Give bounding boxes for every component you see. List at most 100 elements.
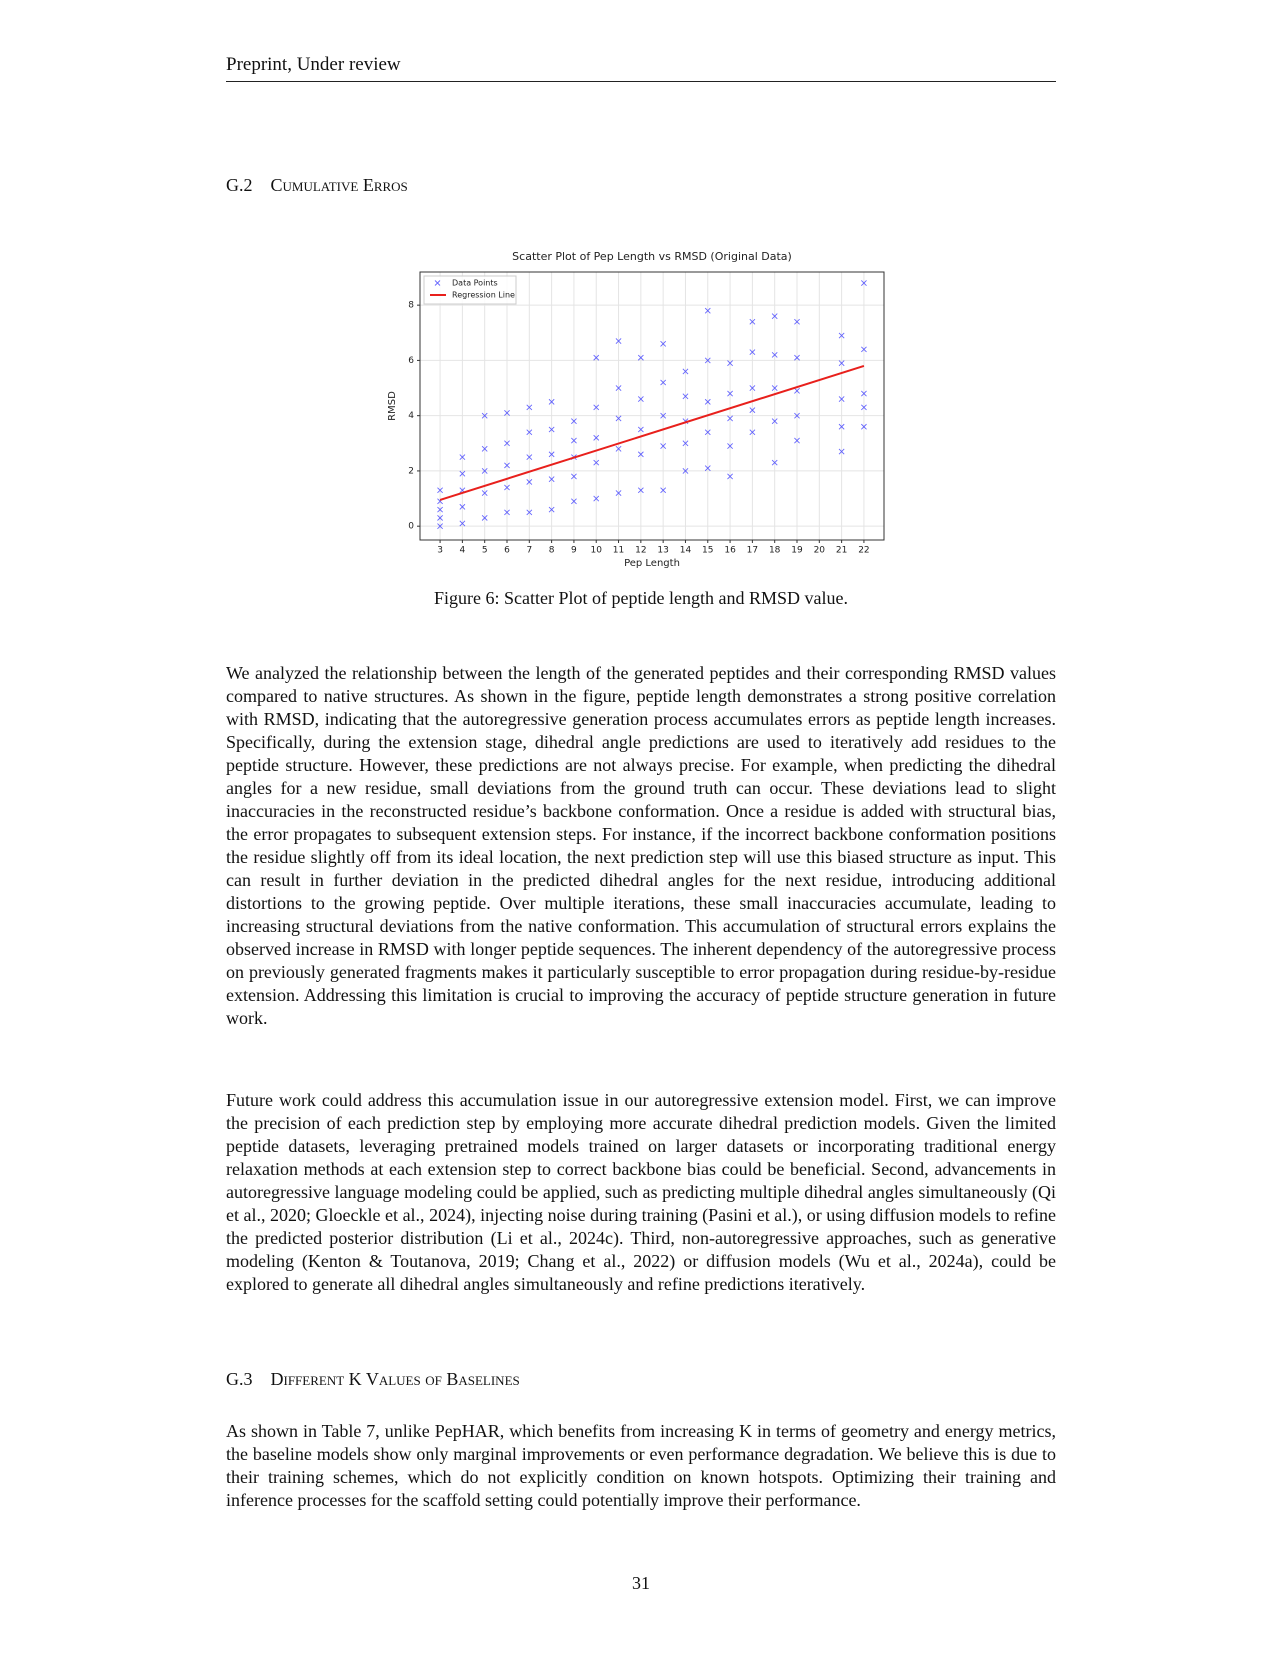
- data-point: [771, 351, 778, 358]
- x-tick-label: 21: [836, 546, 847, 556]
- y-tick-label: 2: [408, 466, 414, 476]
- data-point: [749, 429, 756, 436]
- data-point: [637, 396, 644, 403]
- x-tick-label: 4: [460, 546, 466, 556]
- data-point: [504, 509, 510, 516]
- data-point: [727, 360, 733, 367]
- paragraph: As shown in Table 7, unlike PepHAR, whic…: [226, 1421, 1056, 1510]
- x-tick-label: 7: [526, 546, 532, 556]
- data-point: [548, 476, 555, 483]
- data-point: [704, 429, 711, 436]
- x-tick-label: 12: [635, 546, 646, 556]
- data-point: [548, 451, 555, 458]
- chart-title: Scatter Plot of Pep Length vs RMSD (Orig…: [512, 250, 792, 263]
- regression-line: [439, 364, 865, 501]
- data-point: [682, 468, 689, 474]
- data-point: [704, 307, 711, 314]
- data-point: [771, 313, 778, 320]
- y-axis-label: RMSD: [387, 391, 398, 421]
- x-tick-label: 18: [769, 546, 781, 556]
- section-heading: G.2 Cumulative Erros: [226, 175, 408, 196]
- data-point: [771, 459, 778, 466]
- data-point: [727, 473, 733, 480]
- data-point: [749, 407, 756, 414]
- data-point: [437, 487, 443, 494]
- data-point: [704, 465, 711, 472]
- data-point: [637, 451, 644, 458]
- legend-label: Data Points: [452, 279, 498, 288]
- x-tick-label: 11: [613, 546, 624, 556]
- y-tick-label: 0: [408, 522, 414, 532]
- legend-swatch: [434, 280, 441, 286]
- data-point: [571, 498, 577, 505]
- data-point: [861, 404, 867, 411]
- data-point: [548, 506, 555, 513]
- data-point: [548, 398, 555, 405]
- figure-caption: Figure 6: Scatter Plot of peptide length…: [434, 588, 848, 608]
- data-point: [749, 318, 756, 325]
- data-point: [794, 354, 800, 361]
- section-number: G.2: [226, 175, 253, 195]
- x-tick-label: 9: [571, 546, 577, 556]
- data-point: [771, 418, 778, 425]
- data-point: [526, 429, 533, 436]
- data-point: [526, 509, 533, 516]
- data-point: [704, 398, 711, 405]
- data-point: [861, 280, 867, 286]
- plot-frame: [419, 271, 885, 541]
- data-point: [660, 340, 667, 347]
- data-point: [838, 396, 845, 403]
- data-point: [593, 459, 600, 466]
- data-point: [637, 426, 644, 433]
- data-point: [437, 523, 443, 530]
- data-point: [459, 454, 466, 461]
- data-point: [571, 473, 577, 480]
- data-point: [727, 443, 733, 449]
- data-point: [481, 445, 488, 452]
- data-point: [459, 520, 466, 527]
- section-title: Cumulative Erros: [270, 175, 408, 195]
- x-axis-label: Pep Length: [624, 558, 680, 569]
- data-point: [682, 440, 689, 447]
- data-point: [838, 360, 845, 367]
- data-point: [637, 354, 644, 361]
- data-point: [571, 437, 577, 444]
- data-point: [481, 468, 488, 474]
- data-point: [682, 368, 689, 375]
- data-point: [504, 462, 510, 469]
- data-point: [838, 332, 845, 339]
- data-point: [571, 418, 577, 425]
- data-point: [794, 437, 800, 444]
- data-point: [794, 387, 800, 394]
- data-point: [437, 514, 443, 521]
- x-tick-label: 19: [791, 546, 803, 556]
- header-rule: [226, 81, 1056, 82]
- data-point: [548, 426, 555, 433]
- data-point: [660, 412, 667, 419]
- data-point: [727, 415, 733, 422]
- data-point: [526, 454, 533, 461]
- data-point: [861, 346, 867, 353]
- data-point: [593, 404, 600, 411]
- paragraph: We analyzed the relationship between the…: [226, 663, 1056, 1028]
- data-point: [437, 506, 443, 513]
- x-tick-label: 13: [657, 546, 668, 556]
- data-point: [504, 440, 510, 447]
- data-point: [615, 338, 622, 344]
- section-title: Different K Values of Baselines: [270, 1369, 520, 1389]
- data-point: [749, 385, 756, 391]
- data-point: [838, 423, 845, 430]
- x-tick-label: 16: [724, 546, 736, 556]
- x-tick-label: 20: [814, 546, 826, 556]
- y-tick-label: 6: [408, 356, 414, 366]
- data-point: [615, 385, 622, 391]
- x-tick-label: 22: [858, 546, 869, 556]
- data-point: [615, 490, 622, 496]
- x-tick-label: 14: [680, 546, 692, 556]
- data-point: [682, 393, 689, 400]
- data-point: [838, 448, 845, 455]
- data-point: [749, 349, 756, 356]
- legend-label: Regression Line: [452, 291, 515, 300]
- x-tick-label: 8: [549, 546, 555, 556]
- data-point: [593, 434, 600, 441]
